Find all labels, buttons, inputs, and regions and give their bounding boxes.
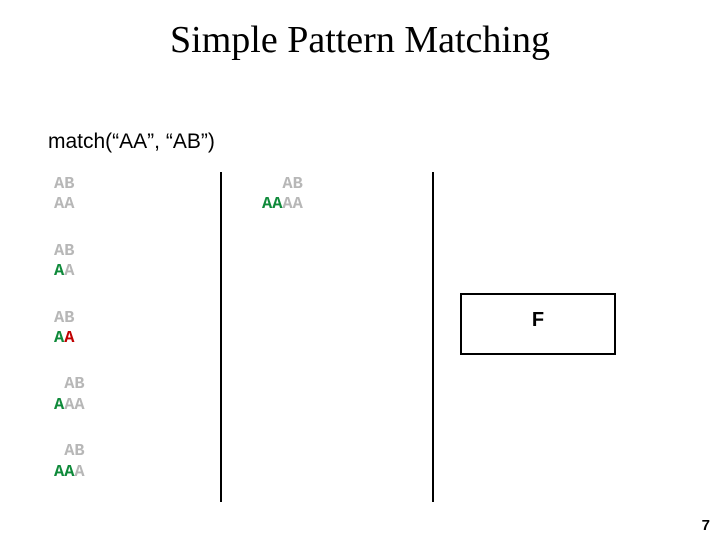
match-step: ABAA [54,175,85,216]
match-step: ABAA [54,309,85,350]
page-number: 7 [702,517,710,534]
text-row: AAAA [262,195,303,215]
result-label: F [532,309,544,332]
match-step: ABAAAA [262,175,303,216]
pattern-row: AB [262,175,303,195]
match-step: ABAA [54,242,85,283]
page-title: Simple Pattern Matching [0,0,720,62]
pattern-row: AB [54,175,85,195]
vertical-divider-1 [220,172,222,502]
result-box: F [460,293,616,355]
text-row: AA [54,262,85,282]
match-step: ABAAA [54,442,85,483]
match-column-2: ABAAAA [262,175,303,242]
vertical-divider-2 [432,172,434,502]
text-row: AAA [54,463,85,483]
pattern-row: AB [54,442,85,462]
match-column-1: ABAAABAAABAA ABAAA ABAAA [54,175,85,509]
pattern-row: AB [54,309,85,329]
match-call: match(“AA”, “AB”) [48,130,215,154]
text-row: AA [54,329,85,349]
match-step: ABAAA [54,375,85,416]
text-row: AAA [54,396,85,416]
pattern-row: AB [54,375,85,395]
pattern-row: AB [54,242,85,262]
text-row: AA [54,195,85,215]
